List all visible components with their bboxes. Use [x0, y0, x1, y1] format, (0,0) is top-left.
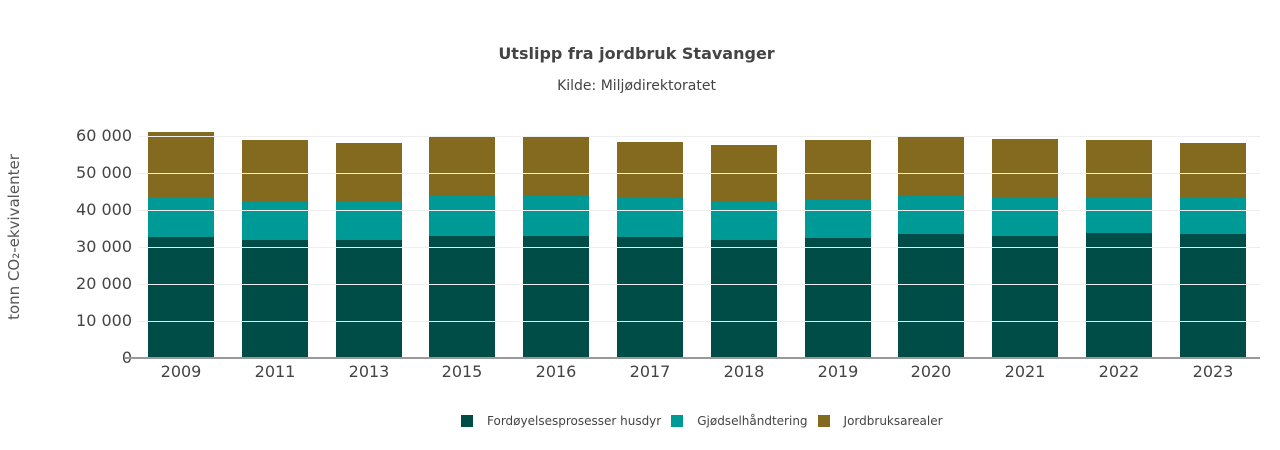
y-axis-label: tonn CO₂-ekvivalenter: [5, 154, 23, 320]
bar-segment[interactable]: [148, 131, 214, 198]
x-tick-label: 2016: [535, 362, 577, 381]
bar-segment[interactable]: [336, 201, 402, 241]
bar-segment[interactable]: [617, 198, 683, 238]
legend-label: Fordøyelsesprosesser husdyr: [487, 414, 662, 428]
bar-2020[interactable]: [898, 0, 964, 358]
bar-2022[interactable]: [1086, 0, 1152, 358]
bar-segment[interactable]: [805, 238, 871, 358]
bar-segment[interactable]: [148, 237, 214, 358]
bar-segment[interactable]: [523, 235, 589, 358]
x-tick-label: 2022: [1098, 362, 1140, 381]
legend-label: Gjødselhåndtering: [697, 414, 808, 428]
bar-segment[interactable]: [805, 200, 871, 239]
y-tick-label: 50 000: [76, 163, 132, 182]
bar-segment[interactable]: [336, 142, 402, 202]
bar-2015[interactable]: [429, 0, 495, 358]
x-tick-label: 2023: [1192, 362, 1234, 381]
x-tick-label: 2018: [723, 362, 765, 381]
bar-segment[interactable]: [898, 196, 964, 235]
legend-swatch-icon: [461, 415, 473, 427]
y-tick-label: 10 000: [76, 311, 132, 330]
bar-segment[interactable]: [617, 141, 683, 199]
bar-segment[interactable]: [1180, 142, 1246, 199]
x-tick-label: 2011: [254, 362, 296, 381]
bar-segment[interactable]: [523, 196, 589, 236]
legend-swatch-icon: [671, 415, 684, 427]
y-tick-label: 40 000: [76, 200, 132, 219]
bar-segment[interactable]: [429, 136, 495, 197]
gridline: [138, 210, 1260, 211]
bar-2019[interactable]: [805, 0, 871, 358]
bar-segment[interactable]: [336, 240, 402, 358]
bar-segment[interactable]: [242, 202, 308, 241]
bar-segment[interactable]: [429, 196, 495, 236]
chart-subtitle: Kilde: Miljødirektoratet: [557, 78, 716, 94]
bar-segment[interactable]: [242, 139, 308, 203]
x-tick-label: 2019: [817, 362, 859, 381]
legend-item-jordbruksarealer[interactable]: Jordbruksarealer: [817, 414, 943, 428]
legend: Fordøyelsesprosesser husdyr Gjødselhåndt…: [461, 414, 953, 428]
x-tick-label: 2013: [348, 362, 390, 381]
bar-segment[interactable]: [148, 197, 214, 238]
legend-item-fordoyelse[interactable]: Fordøyelsesprosesser husdyr: [461, 414, 661, 428]
bar-segment[interactable]: [242, 240, 308, 358]
bar-segment[interactable]: [898, 234, 964, 358]
bar-segment[interactable]: [1086, 139, 1152, 198]
chart-title: Utslipp fra jordbruk Stavanger: [498, 44, 775, 63]
legend-item-gjodsel[interactable]: Gjødselhåndtering: [671, 414, 808, 428]
legend-swatch-icon: [817, 415, 830, 427]
gridline: [138, 173, 1260, 174]
bar-2018[interactable]: [711, 0, 777, 358]
bar-2009[interactable]: [148, 0, 214, 358]
bar-segment[interactable]: [523, 135, 589, 197]
bar-segment[interactable]: [1086, 197, 1152, 233]
bar-segment[interactable]: [711, 240, 777, 358]
x-tick-label: 2015: [441, 362, 483, 381]
bar-2017[interactable]: [617, 0, 683, 358]
bar-2023[interactable]: [1180, 0, 1246, 358]
y-tick-label: 20 000: [76, 274, 132, 293]
y-tick-label: 60 000: [76, 126, 132, 145]
bar-segment[interactable]: [1180, 198, 1246, 235]
gridline: [138, 284, 1260, 285]
bar-2016[interactable]: [523, 0, 589, 358]
bar-segment[interactable]: [805, 139, 871, 200]
y-tick-label: 30 000: [76, 237, 132, 256]
bar-2013[interactable]: [336, 0, 402, 358]
bar-segment[interactable]: [1086, 232, 1152, 358]
bar-2011[interactable]: [242, 0, 308, 358]
x-tick-label: 2009: [160, 362, 202, 381]
gridline: [138, 136, 1260, 137]
legend-label: Jordbruksarealer: [843, 414, 943, 428]
bar-segment[interactable]: [711, 202, 777, 241]
bar-segment[interactable]: [429, 235, 495, 358]
x-axis-line: [125, 357, 1260, 359]
bar-segment[interactable]: [1180, 234, 1246, 358]
gridline: [138, 321, 1260, 322]
bar-segment[interactable]: [992, 138, 1058, 199]
x-tick-label: 2020: [910, 362, 952, 381]
bar-segment[interactable]: [992, 198, 1058, 236]
gridline: [138, 247, 1260, 248]
bar-segment[interactable]: [992, 235, 1058, 358]
x-tick-label: 2017: [629, 362, 671, 381]
x-tick-label: 2021: [1004, 362, 1046, 381]
bar-2021[interactable]: [992, 0, 1058, 358]
bar-segment[interactable]: [898, 135, 964, 197]
bar-segment[interactable]: [617, 237, 683, 358]
